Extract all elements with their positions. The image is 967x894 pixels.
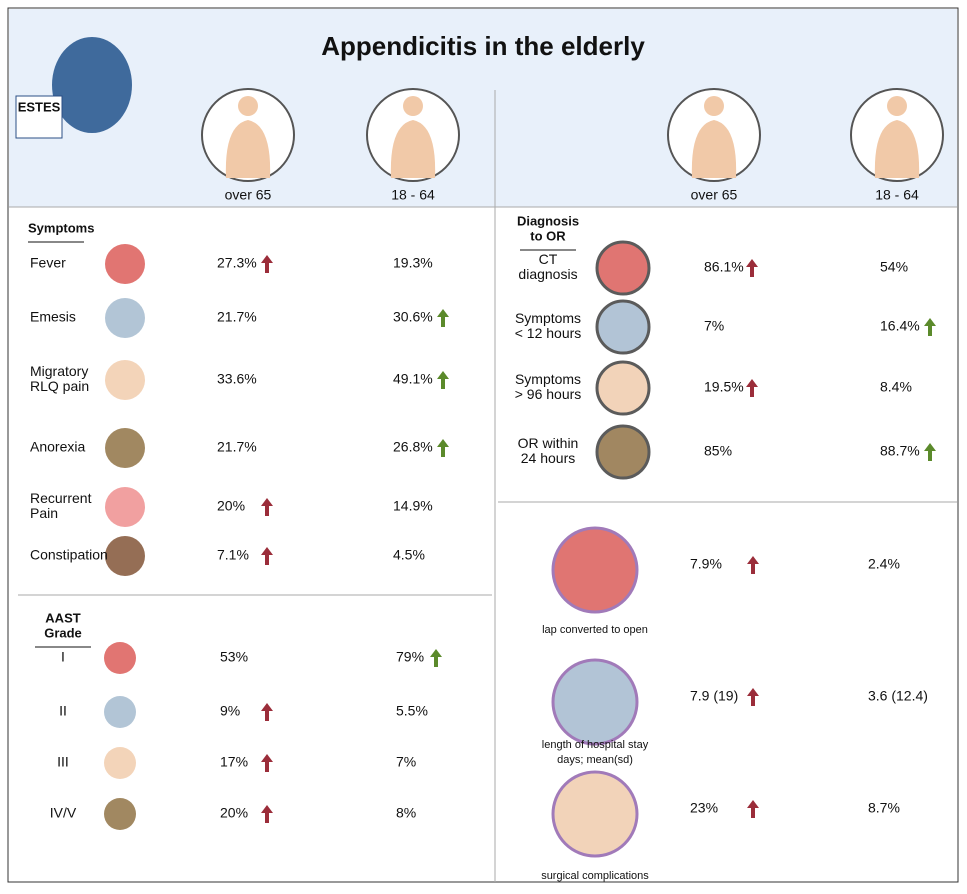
row-icon <box>105 244 145 284</box>
row-icon <box>105 298 145 338</box>
row-label: III <box>57 754 69 770</box>
row-label: surgical complications <box>541 870 649 882</box>
row-label: Emesis <box>30 309 76 325</box>
row-icon <box>597 301 649 353</box>
column-label: 18 - 64 <box>391 187 435 203</box>
row-icon <box>105 487 145 527</box>
row-label: I <box>61 649 65 665</box>
row-label: days; mean(sd) <box>557 754 633 766</box>
value: 8.4% <box>880 379 912 395</box>
row-icon <box>105 536 145 576</box>
figure-head <box>887 96 907 116</box>
value: 54% <box>880 259 908 275</box>
row-icon <box>105 360 145 400</box>
value: 27.3% <box>217 255 257 271</box>
row-icon <box>104 747 136 779</box>
value: 16.4% <box>880 318 920 334</box>
value: 4.5% <box>393 547 425 563</box>
row-label: IV/V <box>50 805 77 821</box>
column-label: 18 - 64 <box>875 187 919 203</box>
figure-head <box>704 96 724 116</box>
value: 33.6% <box>217 371 257 387</box>
value: 3.6 (12.4) <box>868 688 928 704</box>
value: 8.7% <box>868 800 900 816</box>
row-label: II <box>59 703 67 719</box>
row-label: < 12 hours <box>515 325 582 341</box>
row-icon <box>553 660 637 744</box>
row-label: diagnosis <box>518 266 577 282</box>
value: 20% <box>220 805 248 821</box>
row-label: Constipation <box>30 547 108 563</box>
row-label: 24 hours <box>521 450 575 466</box>
section-title: to OR <box>530 228 566 243</box>
value: 19.5% <box>704 379 744 395</box>
section-title: Grade <box>44 625 82 640</box>
value: 88.7% <box>880 443 920 459</box>
row-label: Symptoms <box>515 310 581 326</box>
value: 20% <box>217 498 245 514</box>
row-icon <box>597 242 649 294</box>
value: 30.6% <box>393 309 433 325</box>
value: 7.9 (19) <box>690 688 738 704</box>
row-label: CT <box>539 251 558 267</box>
infographic: ESTES Appendicitis in the elderly over 6… <box>0 0 967 889</box>
value: 19.3% <box>393 255 433 271</box>
column-label: over 65 <box>225 187 272 203</box>
figure-head <box>403 96 423 116</box>
section-title: Diagnosis <box>517 213 579 228</box>
row-label: length of hospital stay <box>542 739 649 751</box>
appendix-illustration <box>52 37 132 133</box>
logo: ESTES <box>18 99 61 114</box>
row-icon <box>597 362 649 414</box>
value: 21.7% <box>217 309 257 325</box>
value: 23% <box>690 800 718 816</box>
value: 8% <box>396 805 416 821</box>
value: 86.1% <box>704 259 744 275</box>
title: Appendicitis in the elderly <box>321 31 645 61</box>
row-icon <box>104 696 136 728</box>
value: 7.9% <box>690 556 722 572</box>
row-label: Symptoms <box>515 371 581 387</box>
section-title: Symptoms <box>28 220 94 235</box>
row-label: RLQ pain <box>30 378 89 394</box>
figure-head <box>238 96 258 116</box>
row-label: lap converted to open <box>542 624 648 636</box>
row-icon <box>105 428 145 468</box>
row-label: Fever <box>30 255 66 271</box>
row-icon <box>597 426 649 478</box>
column-label: over 65 <box>691 187 738 203</box>
value: 7.1% <box>217 547 249 563</box>
value: 26.8% <box>393 439 433 455</box>
value: 9% <box>220 703 240 719</box>
row-label: Pain <box>30 505 58 521</box>
row-label: Anorexia <box>30 439 85 455</box>
row-label: > 96 hours <box>515 386 582 402</box>
row-label: OR within <box>518 435 579 451</box>
row-icon <box>104 642 136 674</box>
value: 79% <box>396 649 424 665</box>
value: 17% <box>220 754 248 770</box>
value: 21.7% <box>217 439 257 455</box>
section-title: AAST <box>45 610 80 625</box>
row-label: Recurrent <box>30 490 92 506</box>
row-label: Migratory <box>30 363 88 379</box>
value: 2.4% <box>868 556 900 572</box>
row-icon <box>553 772 637 856</box>
value: 7% <box>396 754 416 770</box>
value: 85% <box>704 443 732 459</box>
value: 14.9% <box>393 498 433 514</box>
value: 7% <box>704 318 724 334</box>
row-icon <box>104 798 136 830</box>
value: 53% <box>220 649 248 665</box>
value: 5.5% <box>396 703 428 719</box>
row-icon <box>553 528 637 612</box>
value: 49.1% <box>393 371 433 387</box>
